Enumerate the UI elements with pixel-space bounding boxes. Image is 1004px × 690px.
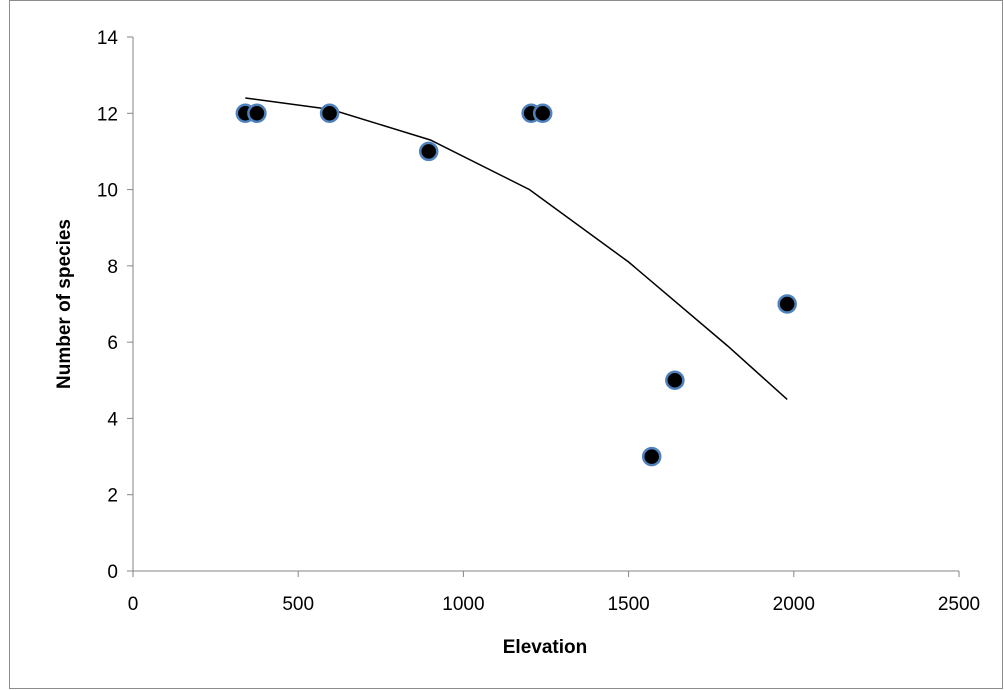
trendline [245,97,788,400]
data-point [777,294,797,314]
x-tick-label: 0 [128,594,139,615]
data-point [532,103,553,124]
y-tick-label: 6 [107,333,118,354]
y-tick-label: 0 [107,562,118,583]
axes: 0 2 4 6 8 10 12 14 0 500 1000 1500 2000 2500 [97,28,980,615]
y-tick-label: 14 [97,28,119,49]
x-tick-label: 1500 [607,594,649,615]
y-tick-label: 2 [107,486,118,507]
y-tick-label: 8 [107,257,118,278]
y-tick-label: 12 [97,104,118,125]
x-tick-label: 1000 [442,594,484,615]
data-point [418,141,439,162]
data-point [319,103,340,124]
x-tick-label: 500 [282,594,314,615]
x-tick-label: 2000 [773,594,815,615]
x-axis-title: Elevation [503,637,587,658]
scatter-chart: 0 2 4 6 8 10 12 14 0 500 1000 1500 2000 2500 Elevatio… [54,28,980,658]
x-tick-label: 2500 [938,594,980,615]
data-points [235,103,797,467]
trendline-group [245,97,788,400]
data-point [247,103,267,124]
y-axis-title: Number of species [54,219,75,389]
y-tick-label: 10 [97,181,118,202]
y-tick-label: 4 [107,409,118,430]
chart-area: 0 2 4 6 8 10 12 14 0 500 1000 1500 2000 2500 Elevatio… [9,0,1003,689]
data-point [665,370,685,391]
data-point [641,446,662,467]
